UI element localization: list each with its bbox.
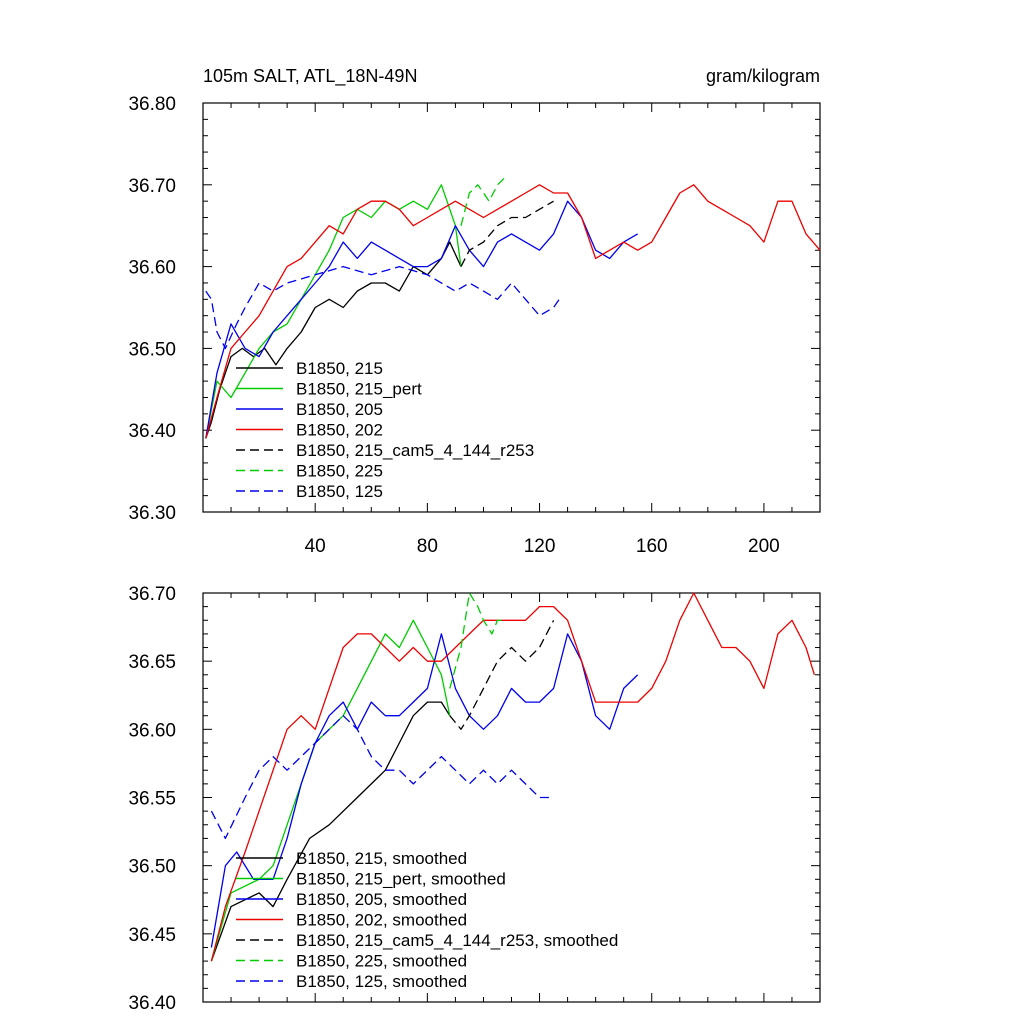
series-line xyxy=(449,620,555,730)
series-line xyxy=(205,200,639,439)
chart-title: 105m SALT, ATL_18N-49N xyxy=(203,66,417,87)
y-tick-label: 36.40 xyxy=(128,421,176,442)
legend-label: B1850, 125, smoothed xyxy=(296,972,467,991)
y-tick-label: 36.45 xyxy=(128,925,176,946)
series-line xyxy=(460,200,554,267)
y-tick-label: 36.50 xyxy=(128,857,176,878)
legend-label: B1850, 202, smoothed xyxy=(296,911,467,930)
y-tick-label: 36.50 xyxy=(128,339,176,360)
x-tick-label: 120 xyxy=(524,536,556,557)
series-line xyxy=(460,176,507,226)
x-tick-label: 40 xyxy=(305,536,326,557)
y-tick-label: 36.70 xyxy=(128,176,176,197)
legend-label: B1850, 215_pert xyxy=(296,380,422,399)
series-line xyxy=(205,184,821,439)
series-line xyxy=(210,715,554,840)
legend-label: B1850, 215_cam5_4_144_r253, smoothed xyxy=(296,931,618,950)
y-tick-label: 36.60 xyxy=(128,258,176,279)
legend-label: B1850, 215, smoothed xyxy=(296,849,467,868)
legend-label: B1850, 215 xyxy=(296,359,383,378)
y-tick-label: 36.70 xyxy=(128,584,176,605)
legend-label: B1850, 205 xyxy=(296,400,383,419)
chart-units: gram/kilogram xyxy=(706,66,820,86)
series-line xyxy=(210,633,639,948)
y-tick-label: 36.60 xyxy=(128,720,176,741)
y-tick-label: 36.30 xyxy=(128,503,176,524)
legend-label: B1850, 215_cam5_4_144_r253 xyxy=(296,441,534,460)
legend-label: B1850, 225, smoothed xyxy=(296,952,467,971)
legend-label: B1850, 125 xyxy=(296,482,383,501)
legend-label: B1850, 225 xyxy=(296,462,383,481)
legend-label: B1850, 215_pert, smoothed xyxy=(296,870,506,889)
legend-label: B1850, 205, smoothed xyxy=(296,890,467,909)
series-line xyxy=(210,592,816,962)
legend-label: B1850, 202 xyxy=(296,421,383,440)
y-tick-label: 36.65 xyxy=(128,652,176,673)
x-tick-label: 200 xyxy=(748,536,780,557)
series-line xyxy=(449,592,506,689)
y-tick-label: 36.55 xyxy=(128,789,176,810)
series-line xyxy=(210,701,451,962)
y-tick-label: 36.80 xyxy=(128,94,176,115)
x-tick-label: 160 xyxy=(636,536,668,557)
series-line xyxy=(205,241,462,439)
series-line xyxy=(205,265,560,350)
x-tick-label: 80 xyxy=(417,536,438,557)
y-tick-label: 36.40 xyxy=(128,993,176,1014)
series-line xyxy=(205,184,462,439)
